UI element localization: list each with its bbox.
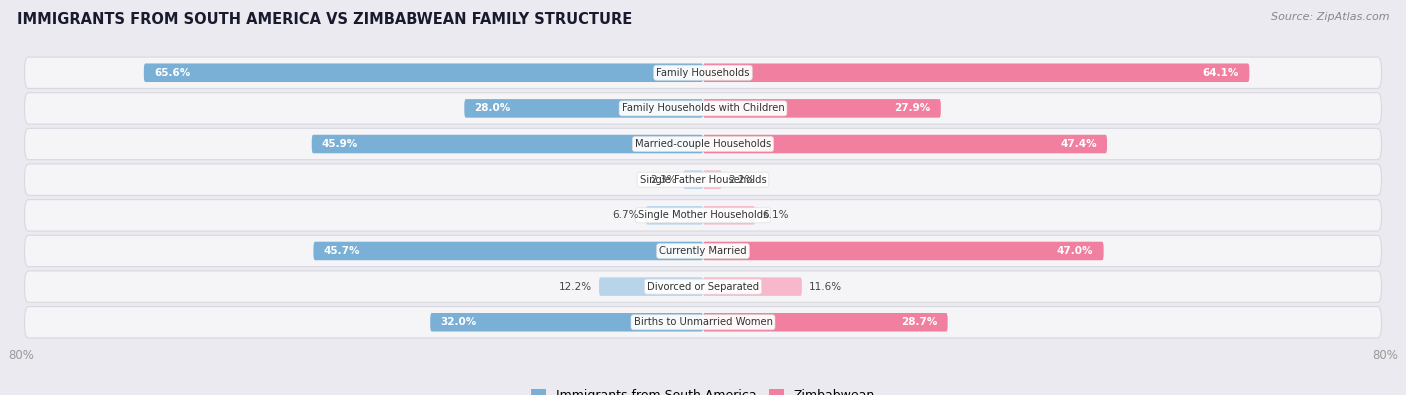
FancyBboxPatch shape [703,242,1104,260]
Text: Single Father Households: Single Father Households [640,175,766,185]
FancyBboxPatch shape [464,99,703,118]
FancyBboxPatch shape [683,170,703,189]
Text: Married-couple Households: Married-couple Households [636,139,770,149]
Legend: Immigrants from South America, Zimbabwean: Immigrants from South America, Zimbabwea… [531,389,875,395]
Text: 11.6%: 11.6% [808,282,842,292]
Text: 32.0%: 32.0% [440,317,477,327]
Text: 45.9%: 45.9% [322,139,359,149]
Text: Divorced or Separated: Divorced or Separated [647,282,759,292]
FancyBboxPatch shape [24,93,1382,124]
Text: 47.0%: 47.0% [1057,246,1094,256]
FancyBboxPatch shape [24,271,1382,302]
Text: 6.7%: 6.7% [613,210,640,220]
Text: Births to Unmarried Women: Births to Unmarried Women [634,317,772,327]
FancyBboxPatch shape [430,313,703,331]
Text: 2.3%: 2.3% [650,175,676,185]
FancyBboxPatch shape [703,313,948,331]
FancyBboxPatch shape [314,242,703,260]
Text: 28.7%: 28.7% [901,317,938,327]
Text: 64.1%: 64.1% [1202,68,1239,78]
Text: Source: ZipAtlas.com: Source: ZipAtlas.com [1271,12,1389,22]
Text: Single Mother Households: Single Mother Households [638,210,768,220]
FancyBboxPatch shape [703,206,755,225]
Text: Currently Married: Currently Married [659,246,747,256]
FancyBboxPatch shape [24,307,1382,338]
FancyBboxPatch shape [24,57,1382,88]
FancyBboxPatch shape [703,170,721,189]
Text: 2.2%: 2.2% [728,175,755,185]
FancyBboxPatch shape [599,277,703,296]
FancyBboxPatch shape [24,164,1382,196]
Text: 65.6%: 65.6% [155,68,190,78]
FancyBboxPatch shape [143,64,703,82]
Text: 45.7%: 45.7% [323,246,360,256]
Text: Family Households with Children: Family Households with Children [621,103,785,113]
Text: 28.0%: 28.0% [475,103,510,113]
Text: IMMIGRANTS FROM SOUTH AMERICA VS ZIMBABWEAN FAMILY STRUCTURE: IMMIGRANTS FROM SOUTH AMERICA VS ZIMBABW… [17,12,633,27]
Text: 47.4%: 47.4% [1060,139,1097,149]
FancyBboxPatch shape [703,135,1107,153]
FancyBboxPatch shape [645,206,703,225]
FancyBboxPatch shape [703,277,801,296]
Text: 6.1%: 6.1% [762,210,789,220]
FancyBboxPatch shape [24,199,1382,231]
Text: 12.2%: 12.2% [560,282,592,292]
Text: 27.9%: 27.9% [894,103,931,113]
FancyBboxPatch shape [312,135,703,153]
FancyBboxPatch shape [24,128,1382,160]
FancyBboxPatch shape [703,99,941,118]
FancyBboxPatch shape [24,235,1382,267]
Text: Family Households: Family Households [657,68,749,78]
FancyBboxPatch shape [703,64,1250,82]
